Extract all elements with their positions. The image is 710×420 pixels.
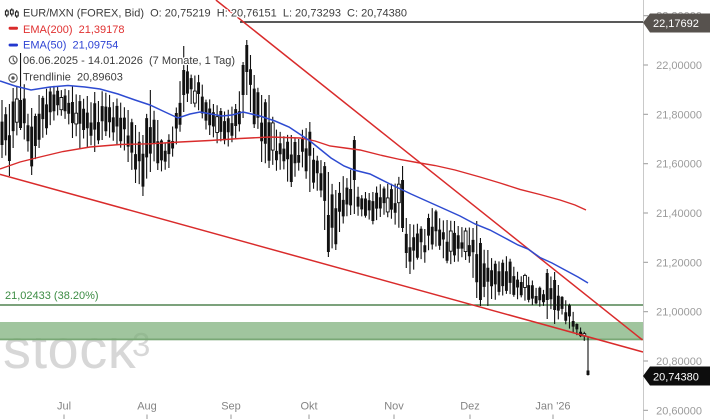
svg-text:22,00000: 22,00000: [656, 60, 702, 72]
svg-text:EUR/MXN (FOREX, Bid) O: 20,75: EUR/MXN (FOREX, Bid) O: 20,75219 H: 20,7…: [23, 8, 407, 20]
svg-text:Nov: Nov: [384, 401, 404, 413]
svg-text:Okt: Okt: [300, 401, 317, 413]
svg-text:20,74380: 20,74380: [653, 371, 699, 383]
svg-text:Aug: Aug: [137, 401, 157, 413]
svg-text:06.06.2025 - 14.01.2026 (7 Mo: 06.06.2025 - 14.01.2026 (7 Monate, 1 Tag…: [23, 55, 235, 67]
svg-text:Sep: Sep: [221, 401, 241, 413]
svg-text:20,80000: 20,80000: [656, 356, 702, 368]
svg-text:21,80000: 21,80000: [656, 109, 702, 121]
svg-text:21,00000: 21,00000: [656, 307, 702, 319]
svg-text:21,20000: 21,20000: [656, 257, 702, 269]
svg-text:Trendlinie 20,89603: Trendlinie 20,89603: [23, 72, 123, 84]
svg-text:20,60000: 20,60000: [656, 405, 702, 417]
svg-text:Jan '26: Jan '26: [535, 401, 570, 413]
svg-text:22,17692: 22,17692: [653, 18, 699, 30]
svg-text:21,02433 (38.20%): 21,02433 (38.20%): [5, 290, 99, 302]
svg-text:21,60000: 21,60000: [656, 159, 702, 171]
svg-text:21,40000: 21,40000: [656, 208, 702, 220]
svg-text:Dez: Dez: [460, 401, 480, 413]
svg-text:EMA(200) 21,39178: EMA(200) 21,39178: [23, 24, 125, 36]
svg-text:Jul: Jul: [57, 401, 71, 413]
svg-text:EMA(50) 21,09754: EMA(50) 21,09754: [23, 40, 118, 52]
svg-text:stock: stock: [3, 317, 137, 380]
